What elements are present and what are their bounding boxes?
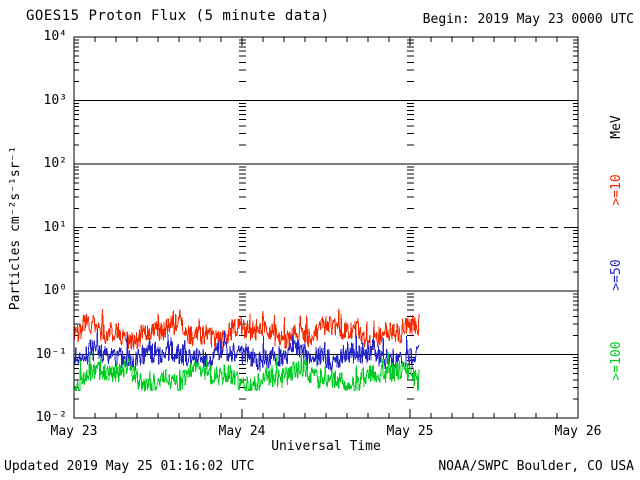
y-tick-label: 10⁻¹ — [35, 346, 67, 362]
begin-timestamp: Begin: 2019 May 23 0000 UTC — [422, 12, 634, 27]
x-tick-label: May 25 — [386, 424, 434, 439]
chart-title: GOES15 Proton Flux (5 minute data) — [26, 8, 330, 24]
plot-frame — [73, 36, 579, 419]
x-tick-label: May 23 — [50, 424, 98, 439]
source-attribution: NOAA/SWPC Boulder, CO USA — [438, 459, 634, 474]
updated-timestamp: Updated 2019 May 25 01:16:02 UTC — [4, 459, 255, 474]
y-tick-label: 10² — [43, 156, 67, 171]
y-tick-label: 10⁻² — [35, 410, 67, 425]
y-tick-label: 10⁰ — [43, 283, 67, 298]
y-tick-label: 10³ — [43, 92, 67, 108]
x-axis-title: Universal Time — [271, 439, 381, 454]
legend-label-gege50: >=50 — [609, 259, 624, 291]
y-tick-label: 10¹ — [43, 219, 67, 235]
legend-label-gege100: >=100 — [609, 341, 624, 381]
y-tick-label: 10⁴ — [43, 29, 67, 44]
legend-label-gege10: >=10 — [609, 174, 624, 206]
flux-trace-gege10 — [73, 308, 420, 350]
x-tick-label: May 26 — [554, 424, 602, 439]
y-axis-title: Particles cm⁻²s⁻¹sr⁻¹ — [8, 145, 23, 311]
x-tick-label: May 24 — [218, 424, 266, 439]
flux-trace-gege100 — [73, 351, 420, 393]
